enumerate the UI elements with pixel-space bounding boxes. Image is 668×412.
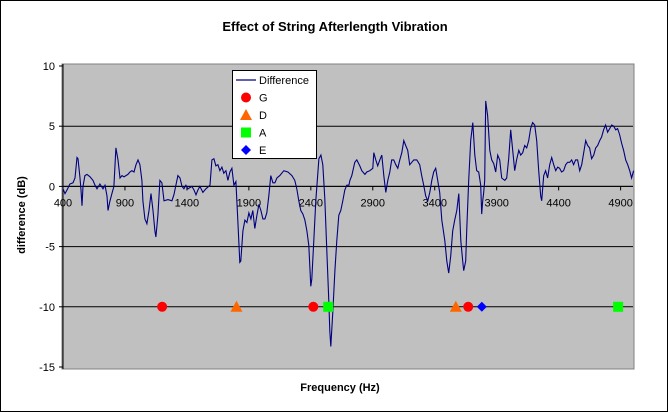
x-axis-label: Frequency (Hz) xyxy=(300,382,380,394)
y-tick-label: 5 xyxy=(49,121,55,133)
y-axis-label: difference (dB) xyxy=(16,176,28,254)
x-tick-label: 1900 xyxy=(237,197,261,209)
legend-marker-g xyxy=(241,92,251,103)
legend-marker-a xyxy=(241,127,251,138)
legend-label: G xyxy=(259,93,268,105)
y-axis-ticks: 10 5 0 -5 -10 -15 xyxy=(39,61,64,374)
x-tick-label: 400 xyxy=(54,197,72,209)
legend-marker-e xyxy=(241,145,251,155)
marker-g xyxy=(157,301,168,312)
x-tick-label: 3900 xyxy=(484,197,508,209)
marker-a xyxy=(613,301,624,312)
series-layer xyxy=(62,100,635,347)
x-tick-label: 3400 xyxy=(422,197,446,209)
legend-label: D xyxy=(259,110,267,122)
x-tick-label: 900 xyxy=(116,197,134,209)
legend-marker-d xyxy=(240,109,252,120)
marker-d xyxy=(230,300,243,312)
y-tick-label: -15 xyxy=(39,362,55,374)
chart-title: Effect of String Afterlength Vibration xyxy=(222,19,447,34)
marker-g xyxy=(463,301,474,312)
marker-g xyxy=(308,301,319,312)
x-tick-label: 2400 xyxy=(299,197,323,209)
marker-d xyxy=(449,300,462,312)
marker-a xyxy=(323,301,334,312)
x-tick-label: 2900 xyxy=(361,197,385,209)
x-tick-label: 4900 xyxy=(608,197,632,209)
x-tick-label: 4400 xyxy=(546,197,570,209)
y-tick-label: -10 xyxy=(39,302,55,314)
x-axis-ticks: 400 900 1400 1900 2400 2900 3400 3900 4400 4900 xyxy=(54,185,633,209)
legend-label: A xyxy=(259,128,267,140)
y-tick-label: 10 xyxy=(43,61,55,73)
legend-label: E xyxy=(259,145,266,157)
y-tick-label: -5 xyxy=(45,242,55,254)
difference-line xyxy=(62,100,635,347)
y-tick-label: 0 xyxy=(49,181,55,193)
legend-label: Difference xyxy=(259,75,309,87)
x-tick-label: 1400 xyxy=(175,197,199,209)
marker-e xyxy=(476,301,487,312)
